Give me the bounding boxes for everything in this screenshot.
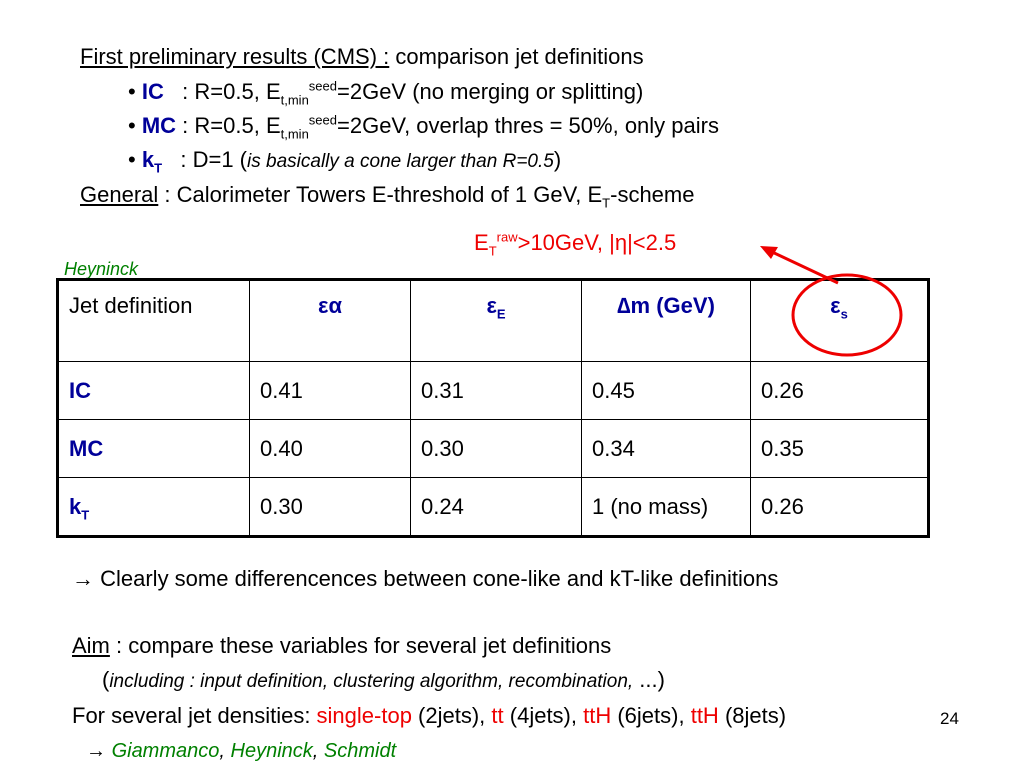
author-name: Schmidt	[323, 740, 397, 762]
author-sep: ,	[219, 740, 231, 762]
densities-pre: For several jet densities:	[72, 703, 317, 728]
general-end: -scheme	[610, 182, 695, 207]
arrow-head-icon	[760, 246, 778, 259]
bullet-ic: • IC : R=0.5, Et,minseed=2GeV (no mergin…	[128, 78, 644, 108]
bullet-mc-algo: MC	[141, 113, 177, 138]
bullet-ic-post: =2GeV (no merging or splitting)	[337, 79, 644, 104]
row-name-text: MC	[69, 435, 104, 461]
density-name: ttH	[690, 703, 719, 728]
bullet-mc-post: =2GeV, overlap thres = 50%, only pairs	[337, 113, 719, 138]
aim-paren-close: ...)	[633, 667, 665, 692]
header-jet-definition: Jet definition	[57, 279, 250, 362]
cut-label-sup: raw	[496, 229, 518, 245]
author-name: Heyninck	[230, 740, 313, 762]
bullet-kt-algo-sub: T	[154, 160, 163, 176]
table-cell: 0.40	[249, 419, 411, 478]
header-eps-e-sub: E	[496, 306, 506, 322]
aim-text: : compare these variables for several je…	[116, 633, 612, 658]
table-cell: 0.24	[410, 477, 582, 537]
authors-arrow: →	[86, 740, 112, 762]
header-eps-alpha-text: εα	[318, 293, 342, 318]
header-title-rest: comparison jet definitions	[395, 44, 644, 69]
table-cell: 1 (no mass)	[581, 477, 751, 537]
header-eps-s-text: ε	[830, 293, 841, 318]
author-tag: Heyninck	[64, 259, 139, 279]
density-name: single-top	[316, 703, 412, 728]
table-cell: 0.41	[249, 361, 411, 420]
header-eps-s-sub: s	[840, 306, 848, 322]
bullet-ic-pre: : R=0.5, E	[182, 79, 281, 104]
density-count: (2jets),	[411, 703, 492, 728]
page-number: 24	[940, 709, 959, 728]
bullet-kt-pre: : D=1 (	[180, 147, 248, 172]
cut-label-pre: E	[474, 230, 489, 255]
header-title-label: First preliminary results (CMS) :	[80, 44, 390, 69]
cut-label-sub: T	[488, 243, 497, 259]
aim-paren-line: (including : input definition, clusterin…	[102, 667, 665, 695]
aim-paren-text: including : input definition, clustering…	[109, 671, 634, 692]
results-table: Jet definition εα εE ∆m (GeV) εs IC 0.41…	[56, 278, 930, 538]
header-delta-m-text: ∆m (GeV)	[617, 293, 715, 318]
densities-line: For several jet densities: single-top (2…	[72, 703, 786, 729]
density-count: (6jets),	[611, 703, 691, 728]
table-row: kT 0.30 0.24 1 (no mass) 0.26	[57, 477, 929, 537]
table-cell: 0.26	[750, 477, 929, 537]
author-sep: ,	[312, 740, 324, 762]
bullet-mc-pre: : R=0.5, E	[182, 113, 281, 138]
header-eps-e: εE	[410, 279, 582, 362]
bullet-ic-algo: IC	[141, 79, 164, 104]
table-cell: 0.30	[249, 477, 411, 537]
bullet-kt-note: is basically a cone larger than R=0.5	[247, 151, 554, 172]
density-count: (8jets)	[718, 703, 787, 728]
highlight-circle	[791, 273, 903, 357]
general-label: General	[80, 182, 159, 207]
bullet-kt-algo: k	[141, 147, 155, 172]
bullet-ic-sub: t,min	[280, 92, 309, 108]
density-name: tt	[491, 703, 504, 728]
bullet-mc-sub: t,min	[280, 126, 309, 142]
density-name: ttH	[583, 703, 612, 728]
aim-label: Aim	[72, 633, 110, 658]
header-delta-m: ∆m (GeV)	[581, 279, 751, 362]
table-header-row: Jet definition εα εE ∆m (GeV) εs	[57, 279, 929, 362]
header-eps-alpha: εα	[249, 279, 411, 362]
bullet-ic-sup: seed	[308, 78, 337, 94]
header-eps-e-text: ε	[486, 293, 497, 318]
authors-line: → Giammanco, Heyninck, Schmidt	[86, 738, 396, 764]
general-text: : Calorimeter Towers E-threshold of 1 Ge…	[164, 182, 603, 207]
general-sub: T	[602, 195, 611, 211]
table-cell: 0.31	[410, 361, 582, 420]
arrow-line-icon	[769, 249, 839, 285]
conclusion-line: → Clearly some differencences between co…	[72, 566, 779, 591]
aim-line: Aim : compare these variables for severa…	[72, 633, 611, 659]
bullet-kt-post: )	[553, 147, 562, 172]
table-cell: 0.34	[581, 419, 751, 478]
cut-label-post: >10GeV, |η|<2.5	[517, 230, 677, 255]
density-count: (4jets),	[503, 703, 584, 728]
row-name-text: k	[69, 493, 82, 519]
aim-paren-open: (	[102, 667, 110, 692]
row-name-sub: T	[81, 506, 90, 522]
row-name: kT	[57, 477, 250, 537]
bullet-mc-sup: seed	[308, 112, 337, 128]
bullet-mc: • MC : R=0.5, Et,minseed=2GeV, overlap t…	[128, 112, 719, 142]
row-name-text: IC	[69, 377, 91, 403]
author-name: Giammanco	[111, 740, 220, 762]
general-line: General : Calorimeter Towers E-threshold…	[80, 182, 695, 211]
bullet-kt: • kT : D=1 (is basically a cone larger t…	[128, 147, 562, 176]
cut-label: ETraw>10GeV, |η|<2.5	[474, 229, 677, 259]
table-row: IC 0.41 0.31 0.45 0.26	[57, 361, 929, 420]
header-title-line: First preliminary results (CMS) : compar…	[80, 44, 644, 70]
